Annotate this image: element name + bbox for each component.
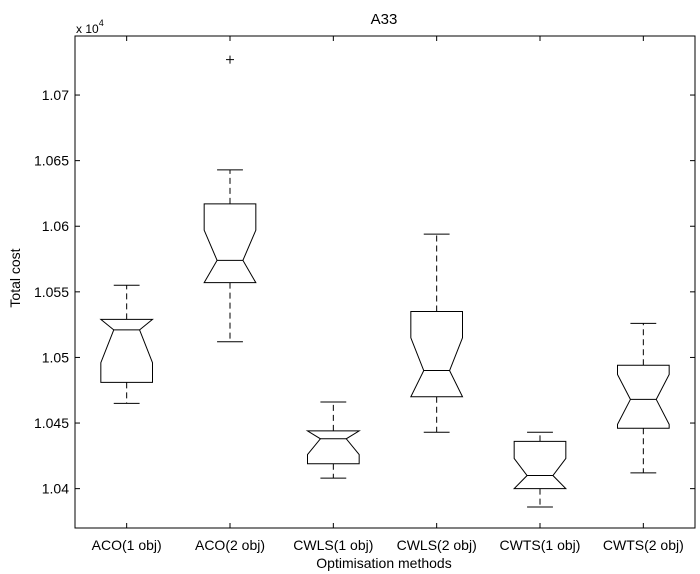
x-tick-label: ACO(2 obj) bbox=[195, 537, 265, 553]
y-tick-label: 1.04 bbox=[42, 481, 69, 497]
notched-box bbox=[99, 318, 154, 383]
y-tick-label: 1.045 bbox=[34, 415, 69, 431]
y-tick-label: 1.07 bbox=[42, 87, 69, 103]
y-tick-label: 1.06 bbox=[42, 218, 69, 234]
y-exponent-label: x 104 bbox=[76, 18, 104, 36]
box-group bbox=[99, 284, 154, 404]
boxes-layer bbox=[99, 55, 670, 508]
x-tick-label: CWTS(2 obj) bbox=[603, 537, 684, 553]
y-tick-label: 1.055 bbox=[34, 284, 69, 300]
axes-layer: 1.04 1.045 1.05 1.055 1.06 1.065 1.07 ACO(1 obj… bbox=[34, 36, 695, 553]
box-group bbox=[203, 55, 257, 343]
x-tick-label: CWLS(1 obj) bbox=[293, 537, 373, 553]
box-group bbox=[617, 322, 670, 474]
x-tick-label: CWLS(2 obj) bbox=[397, 537, 477, 553]
y-axis-label: Total cost bbox=[7, 248, 23, 307]
x-tick-label: CWTS(1 obj) bbox=[500, 537, 581, 553]
notched-box bbox=[512, 440, 568, 490]
box-group bbox=[410, 233, 464, 433]
plot-frame bbox=[74, 35, 696, 529]
x-tick-label: ACO(1 obj) bbox=[92, 537, 162, 553]
y-exponent-power: 4 bbox=[99, 18, 104, 28]
box-group bbox=[512, 431, 568, 508]
box-group bbox=[305, 401, 361, 479]
y-tick-label: 1.05 bbox=[42, 349, 69, 365]
notched-box bbox=[410, 311, 464, 398]
notched-box bbox=[203, 203, 257, 284]
chart-title: A33 bbox=[371, 11, 398, 28]
notched-box bbox=[305, 430, 361, 465]
notched-box bbox=[617, 364, 670, 429]
x-axis-label: Optimisation methods bbox=[316, 555, 451, 571]
y-tick-label: 1.065 bbox=[34, 153, 69, 169]
y-exponent-base: x 10 bbox=[76, 22, 99, 36]
